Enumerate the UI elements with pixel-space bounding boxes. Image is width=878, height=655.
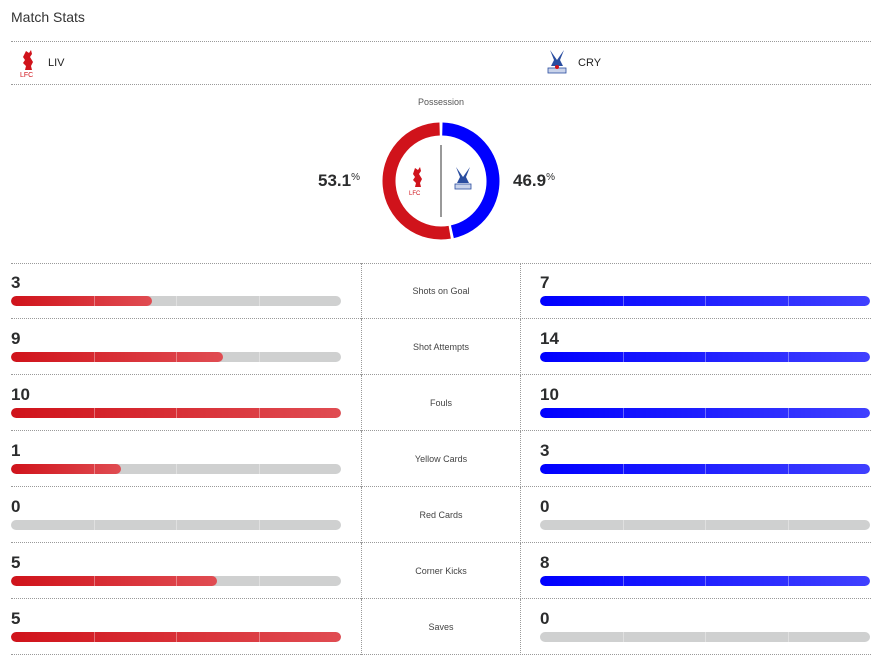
home-stat-bar (11, 632, 341, 642)
home-stat-value: 5 (11, 609, 21, 628)
stat-label: Shots on Goal (361, 263, 521, 319)
away-possession-value: 46.9 (513, 171, 547, 190)
home-stat-value: 5 (11, 553, 21, 572)
away-stat-value: 7 (540, 273, 550, 292)
home-stat-bar (11, 464, 341, 474)
home-stat-bar (11, 296, 341, 306)
stat-label: Fouls (361, 375, 521, 431)
home-team[interactable]: LFC LIV (18, 48, 65, 78)
crystal-palace-crest-icon (547, 50, 567, 74)
page-title: Match Stats (11, 9, 85, 25)
divider (11, 263, 871, 264)
home-possession: 53.1% (318, 171, 360, 191)
stat-label: Yellow Cards (361, 431, 521, 487)
away-stat-bar (540, 576, 870, 586)
home-stat-fill (11, 296, 153, 306)
away-stat-value: 8 (540, 553, 550, 572)
stat-label: Saves (361, 599, 521, 655)
home-stat-bar (11, 352, 341, 362)
home-stat-value: 9 (11, 329, 21, 348)
stats-table: 3 Shots on Goal 7 9 Shot Attempts 14 10 … (11, 263, 871, 655)
away-stat-bar (540, 632, 870, 642)
home-stat-fill (11, 352, 224, 362)
crystal-palace-crest-icon (454, 167, 472, 190)
stat-row: 5 Corner Kicks 8 (11, 543, 871, 599)
home-team-abbr: LIV (48, 57, 65, 69)
home-stat-bar (11, 520, 341, 530)
away-stat-value: 14 (540, 329, 559, 348)
away-stat-fill (540, 464, 870, 474)
home-stat-bar (11, 408, 341, 418)
away-stat-bar (540, 520, 870, 530)
away-possession: 46.9% (513, 171, 555, 191)
home-stat-value: 1 (11, 441, 21, 460)
away-stat-fill (540, 408, 870, 418)
divider (11, 84, 871, 85)
stat-row: 10 Fouls 10 (11, 375, 871, 431)
stat-label: Red Cards (361, 487, 521, 543)
divider (11, 41, 871, 42)
home-stat-value: 3 (11, 273, 21, 292)
home-stat-fill (11, 632, 341, 642)
liverpool-crest-icon: LFC (20, 50, 33, 78)
away-stat-value: 3 (540, 441, 550, 460)
percent-unit: % (546, 172, 555, 183)
away-stat-value: 0 (540, 609, 550, 628)
away-stat-fill (540, 352, 870, 362)
stat-row: 5 Saves 0 (11, 599, 871, 655)
away-stat-fill (540, 296, 870, 306)
home-possession-arc (382, 122, 451, 240)
svg-text:LFC: LFC (409, 191, 421, 197)
away-stat-value: 10 (540, 385, 559, 404)
home-stat-bar (11, 576, 341, 586)
home-stat-value: 10 (11, 385, 30, 404)
away-stat-bar (540, 408, 870, 418)
stat-row: 1 Yellow Cards 3 (11, 431, 871, 487)
stat-row: 0 Red Cards 0 (11, 487, 871, 543)
possession-label: Possession (417, 97, 465, 107)
away-possession-arc (441, 122, 500, 239)
home-possession-value: 53.1 (318, 171, 352, 190)
svg-text:LFC: LFC (20, 72, 33, 78)
away-team[interactable]: CRY (546, 48, 601, 78)
stat-row: 9 Shot Attempts 14 (11, 319, 871, 375)
away-stat-bar (540, 352, 870, 362)
stat-row: 3 Shots on Goal 7 (11, 263, 871, 319)
home-stat-value: 0 (11, 497, 21, 516)
away-team-abbr: CRY (578, 57, 602, 69)
home-stat-fill (11, 576, 218, 586)
home-stat-fill (11, 464, 121, 474)
possession-donut: LFC (382, 122, 500, 240)
percent-unit: % (351, 172, 360, 183)
away-stat-fill (540, 576, 870, 586)
stat-label: Corner Kicks (361, 543, 521, 599)
away-stat-bar (540, 464, 870, 474)
stat-label: Shot Attempts (361, 319, 521, 375)
away-stat-value: 0 (540, 497, 550, 516)
away-stat-bar (540, 296, 870, 306)
liverpool-crest-icon: LFC (409, 167, 422, 197)
home-stat-fill (11, 408, 341, 418)
